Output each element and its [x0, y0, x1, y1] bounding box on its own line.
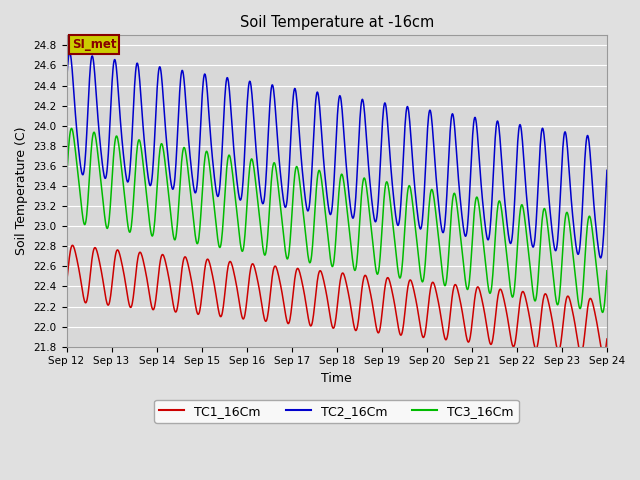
Y-axis label: Soil Temperature (C): Soil Temperature (C) — [15, 127, 28, 255]
X-axis label: Time: Time — [321, 372, 352, 385]
Legend: TC1_16Cm, TC2_16Cm, TC3_16Cm: TC1_16Cm, TC2_16Cm, TC3_16Cm — [154, 400, 519, 423]
Title: Soil Temperature at -16cm: Soil Temperature at -16cm — [239, 15, 434, 30]
Text: SI_met: SI_met — [72, 38, 116, 51]
